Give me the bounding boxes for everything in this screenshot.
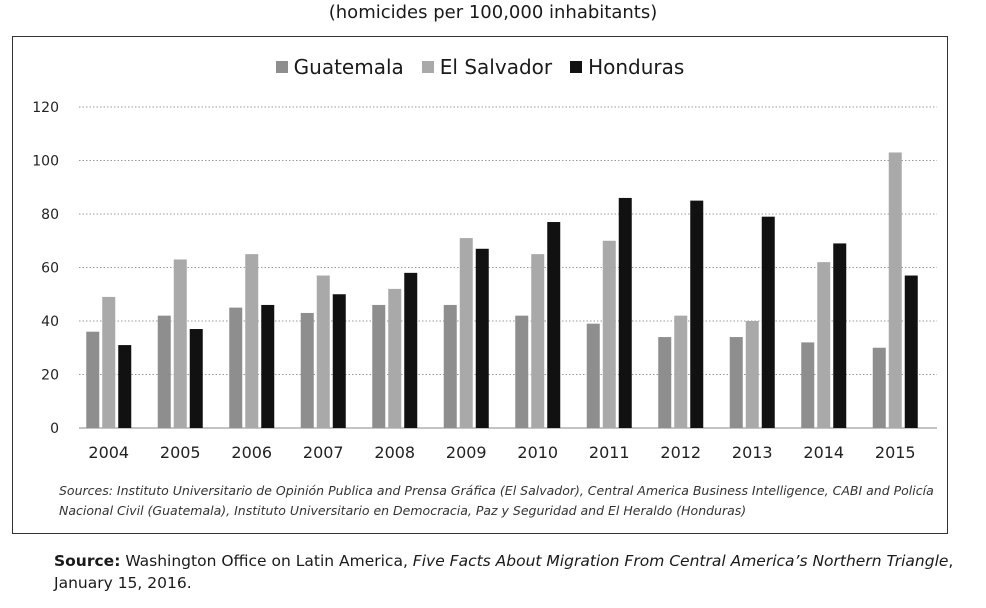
bar-el-salvador-2011 [602,240,616,428]
legend-item-honduras: Honduras [570,55,684,79]
chart-subtitle: (homicides per 100,000 inhabitants) [328,2,658,23]
source-citation: Source: Washington Office on Latin Ameri… [54,550,974,594]
x-tick-label: 2006 [231,443,272,462]
bar-honduras-2008 [404,272,418,428]
bar-guatemala-2012 [658,337,672,428]
x-tick-label: 2014 [803,443,844,462]
bar-el-salvador-2015 [888,152,902,428]
x-tick-label: 2009 [446,443,487,462]
y-tick-label: 20 [41,368,59,384]
legend-swatch-el-salvador [421,61,434,73]
x-tick-label: 2013 [732,443,773,462]
x-tick-label: 2007 [303,443,344,462]
bar-honduras-2009 [475,248,489,428]
bar-el-salvador-2009 [459,238,473,428]
x-tick-label: 2011 [589,443,630,462]
bar-el-salvador-2005 [173,259,187,428]
x-tick-label: 2005 [160,443,201,462]
bar-guatemala-2006 [229,307,243,428]
legend-swatch-guatemala [275,61,288,73]
y-tick-label: 80 [41,207,59,223]
bar-honduras-2005 [189,329,203,428]
legend-item-el-salvador: El Salvador [421,55,553,79]
bar-guatemala-2004 [86,331,100,428]
x-tick-label: 2010 [517,443,558,462]
x-tick-label: 2008 [374,443,415,462]
chart-frame: Guatemala El Salvador Honduras 0 20 40 60 80… [12,36,948,534]
x-tick-label: 2015 [875,443,916,462]
bar-guatemala-2014 [801,342,815,428]
bar-guatemala-2013 [729,337,743,428]
y-tick-label: 120 [32,100,59,116]
chart-legend: Guatemala El Salvador Honduras [13,55,947,79]
bar-el-salvador-2008 [388,288,402,428]
legend-item-guatemala: Guatemala [275,55,404,79]
bar-guatemala-2007 [300,312,314,428]
y-tick-label: 0 [50,421,59,437]
source-date: , January 15, 2016. [54,552,954,592]
bar-honduras-2010 [547,222,561,428]
source-label: Source: [54,552,121,570]
legend-swatch-honduras [570,61,583,73]
bar-honduras-2004 [118,345,132,428]
legend-label-honduras: Honduras [588,55,685,79]
legend-label-el-salvador: El Salvador [439,55,553,79]
bar-guatemala-2009 [443,304,457,428]
bar-el-salvador-2012 [674,315,688,428]
bar-honduras-2014 [833,243,847,428]
bar-honduras-2015 [904,275,918,428]
bar-honduras-2012 [690,200,704,428]
y-tick-label: 40 [41,314,59,330]
bar-guatemala-2015 [872,347,886,428]
bar-honduras-2006 [261,304,275,428]
bar-honduras-2007 [332,294,346,428]
bar-el-salvador-2014 [817,262,831,428]
bar-el-salvador-2006 [245,254,259,428]
bar-guatemala-2011 [586,323,600,428]
bar-chart: 0 20 40 60 80 100 120 2004 2005 2006 2007 2008 2009 2… [32,100,937,462]
x-tick-label: 2012 [660,443,701,462]
bar-guatemala-2008 [372,304,386,428]
bar-honduras-2013 [761,216,775,428]
sources-note: Sources: Instituto Universitario de Opin… [59,483,934,518]
legend-label-guatemala: Guatemala [293,55,404,79]
bar-el-salvador-2013 [745,321,759,428]
bar-guatemala-2005 [157,315,171,428]
bar-honduras-2011 [618,197,632,428]
y-tick-label: 60 [41,261,59,277]
source-org: Washington Office on Latin America, [120,552,413,570]
bar-el-salvador-2010 [531,254,545,428]
bar-el-salvador-2004 [102,296,116,428]
y-tick-label: 100 [32,154,59,170]
source-title: Five Facts About Migration From Central … [412,552,949,570]
bar-el-salvador-2007 [316,275,330,428]
bar-guatemala-2010 [515,315,529,428]
x-tick-label: 2004 [88,443,129,462]
